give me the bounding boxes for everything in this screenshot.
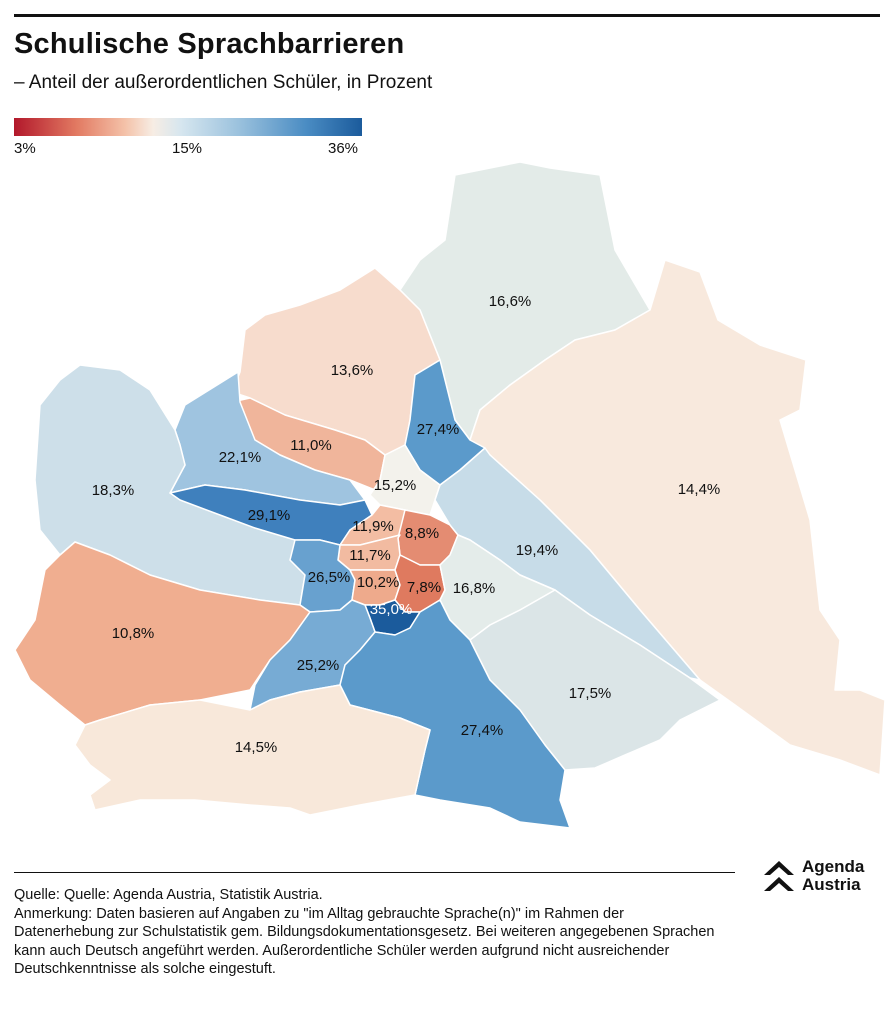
legend-min-label: 3% [14, 140, 36, 157]
district-value-label: 7,8% [407, 579, 441, 596]
legend-mid-label: 15% [172, 140, 203, 157]
district-value-label: 10,2% [357, 574, 400, 591]
chevron-up-logo-icon [764, 861, 794, 891]
district-value-label: 25,2% [297, 657, 340, 674]
district-value-label: 11,7% [349, 547, 390, 564]
district-value-label: 27,4% [461, 722, 504, 739]
color-scale-legend [14, 118, 362, 136]
district-value-label: 11,9% [352, 518, 393, 535]
footnotes: Quelle: Quelle: Agenda Austria, Statisti… [14, 886, 726, 979]
district-value-label: 14,5% [235, 739, 278, 756]
top-rule [14, 14, 880, 17]
district-value-label: 13,6% [331, 362, 374, 379]
district-value-label: 19,4% [516, 542, 559, 559]
methodology-note: Anmerkung: Daten basieren auf Angaben zu… [14, 905, 715, 978]
district-value-label: 8,8% [405, 525, 439, 542]
district-region [14, 541, 311, 726]
logo-line-2: Austria [802, 875, 861, 894]
district-value-label: 16,6% [489, 293, 532, 310]
logo-line-1: Agenda [802, 857, 865, 876]
district-value-label: 18,3% [92, 482, 135, 499]
district-value-label: 17,5% [569, 685, 612, 702]
agenda-austria-logo: Agenda Austria [762, 858, 882, 898]
district-value-label: 27,4% [417, 421, 460, 438]
district-value-label: 22,1% [219, 449, 262, 466]
district-region [74, 684, 431, 816]
district-value-label: 29,1% [248, 507, 291, 524]
legend-max-label: 36% [328, 140, 359, 157]
chart-title: Schulische Sprachbarrieren [14, 28, 405, 60]
district-value-label: 10,8% [112, 625, 155, 642]
source-note: Quelle: Quelle: Agenda Austria, Statisti… [14, 887, 323, 903]
chart-subtitle: – Anteil der außerordentlichen Schüler, … [14, 72, 433, 93]
district-value-label: 35,0% [370, 601, 413, 618]
district-value-label: 26,5% [308, 569, 351, 586]
district-value-label: 14,4% [678, 481, 721, 498]
vienna-district-map: 16,6% 14,4% 13,6% 27,4% 11,0% 22,1% 18,3… [14, 161, 886, 829]
district-value-label: 11,0% [290, 437, 331, 454]
footer-rule [14, 872, 735, 873]
district-value-label: 16,8% [453, 580, 496, 597]
district-value-label: 15,2% [374, 477, 417, 494]
